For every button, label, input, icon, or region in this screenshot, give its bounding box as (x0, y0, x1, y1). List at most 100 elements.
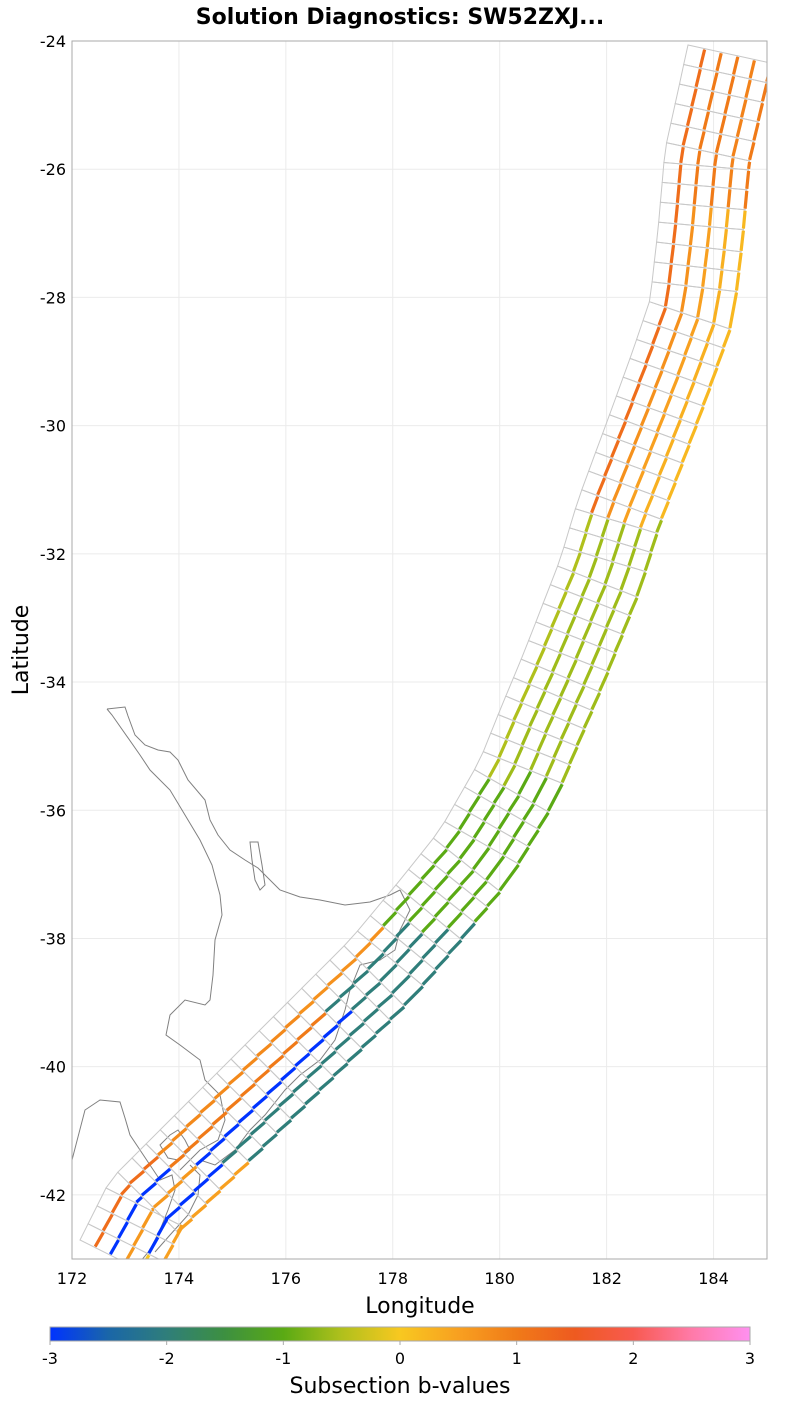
subsection-bvalue-line (497, 739, 508, 758)
y-tick-label: -30 (40, 417, 66, 436)
subsection-bvalue-line (544, 716, 555, 734)
subsection-bvalue-line (543, 628, 554, 647)
subsection-bvalue-line (141, 1211, 153, 1229)
subsection-bvalue-line (653, 370, 664, 389)
subsection-bvalue-line (237, 1108, 254, 1124)
subsection-bvalue-line (296, 1026, 313, 1041)
colorbar-tick-label: -1 (275, 1349, 291, 1368)
subsection-bvalue-line (642, 451, 652, 470)
subsection-bvalue-line (376, 993, 394, 1009)
subsection-bvalue-line (680, 286, 688, 312)
subsection-bvalue-line (459, 870, 475, 886)
subsection-bvalue-line (644, 345, 655, 364)
subsection-bvalue-line (584, 514, 594, 533)
subsection-bvalue-line (382, 911, 398, 927)
subsection-bvalue-line (199, 1099, 216, 1114)
south-island-east-coast (154, 1164, 201, 1253)
subsection-bvalue-line (722, 229, 728, 249)
subsection-bvalue-line (651, 476, 661, 495)
subsection-bvalue-line (492, 786, 506, 804)
subsection-bvalue-line (612, 483, 623, 502)
subsection-bvalue-line (720, 250, 726, 269)
subsection-bvalue-line (689, 318, 700, 337)
subsection-bvalue-line (626, 445, 636, 464)
subsection-bvalue-line (600, 519, 610, 538)
subsection-bvalue-line (340, 957, 358, 973)
subsection-bvalue-line (603, 562, 615, 585)
subsection-bvalue-line (662, 394, 673, 413)
subsection-bvalue-line (360, 1034, 377, 1049)
subsection-bvalue-line (722, 329, 732, 348)
x-axis-ticks: 172 174 176 178 180 182 184 (57, 1269, 729, 1288)
subsection-bvalue-line (191, 1203, 208, 1219)
subsection-bvalue-line (745, 170, 751, 189)
subsection-bvalue-line (587, 557, 598, 578)
subsection-bvalue-line (433, 874, 449, 891)
subsection-bvalue-line (692, 361, 703, 381)
subsection-bvalue-line (673, 463, 684, 482)
subsection-bvalue-line (487, 829, 501, 847)
subsection-bvalue-line (590, 496, 600, 514)
subsection-bvalue-line (284, 1014, 301, 1029)
subsection-bvalue-line (660, 350, 671, 370)
subsection-bvalue-line (705, 227, 712, 248)
subsection-bvalue-line (551, 697, 563, 716)
subsection-bvalue-line (633, 528, 643, 548)
subsection-bvalue-line (564, 572, 575, 591)
subsection-bvalue-line (628, 489, 638, 508)
subsection-bvalue-line (154, 1167, 172, 1183)
subsection-bvalue-line (277, 1092, 295, 1108)
subsection-bvalue-line (498, 863, 520, 892)
subsection-bvalue-line (664, 438, 675, 457)
subsection-bvalue-line (532, 777, 548, 804)
subsection-bvalue-line (403, 985, 424, 1007)
subsection-bvalue-line (748, 142, 756, 161)
subsection-bvalue-line (760, 83, 767, 102)
subsection-bvalue-line (726, 189, 732, 208)
subsection-bvalue-line (628, 597, 639, 616)
subsection-bvalue-line (711, 72, 719, 91)
subsection-bvalue-line (630, 383, 641, 402)
subsection-bvalue-line (147, 1236, 160, 1254)
subsection-bvalue-line (446, 911, 463, 929)
subsection-bvalue-line (447, 939, 463, 955)
subsection-bvalue-line (460, 922, 476, 940)
subsection-bvalue-line (673, 313, 684, 332)
subsection-bvalue-line (460, 896, 476, 912)
subsection-bvalue-line (332, 1062, 349, 1077)
subsection-bvalue-line (434, 954, 450, 971)
subsection-bvalue-line (622, 507, 632, 523)
subsection-bvalue-line (195, 1151, 212, 1167)
subsection-bvalue-line (605, 609, 616, 628)
subsection-bvalue-line (261, 1133, 278, 1148)
x-tick-label: 172 (57, 1269, 88, 1288)
subsection-bvalue-line (637, 364, 648, 383)
subsection-bvalue-line (701, 387, 712, 406)
subsection-bvalue-line (421, 917, 437, 934)
subsection-bvalue-line (685, 107, 694, 127)
x-tick-label: 184 (698, 1269, 729, 1288)
subsection-bvalue-line (445, 830, 461, 849)
subsection-bvalue-line (657, 457, 668, 476)
subsection-bvalue-line (120, 1184, 131, 1196)
subsection-bvalue-line (596, 477, 607, 496)
subsection-bvalue-line (732, 56, 740, 75)
subsection-bvalue-line (694, 166, 700, 185)
subsection-bvalue-line (620, 615, 632, 634)
subsection-bvalue-line (502, 764, 517, 787)
subsection-bvalue-line (678, 400, 689, 419)
subsection-bvalue-line (574, 640, 585, 659)
subsection-bvalue-line (382, 937, 398, 953)
subsection-bvalue-line (756, 102, 765, 122)
subsection-bvalue-line (485, 855, 506, 881)
subsection-bvalue-line (183, 1139, 200, 1155)
subsection-bvalue-line (157, 1141, 174, 1157)
y-tick-label: -40 (40, 1058, 66, 1077)
subsection-bvalue-line (536, 733, 547, 752)
subsection-bvalue-line (657, 307, 667, 326)
plot-area (72, 41, 767, 1259)
subsection-bvalue-line (312, 985, 329, 1001)
subsection-bvalue-line (597, 628, 608, 647)
subsection-bvalue-line (517, 846, 530, 864)
colorbar-tick-label: -2 (159, 1349, 175, 1368)
